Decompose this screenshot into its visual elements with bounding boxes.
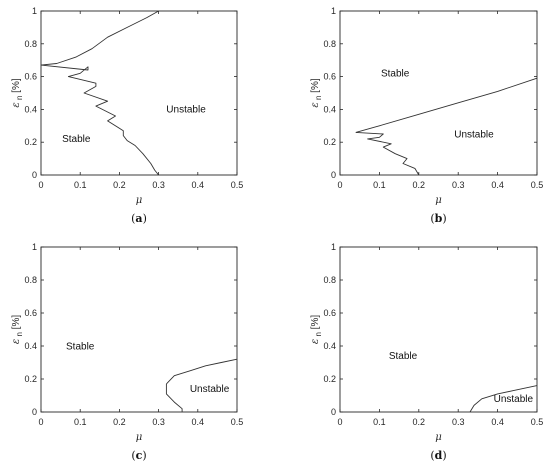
y-tick-label: 0.2 xyxy=(24,137,37,147)
panel-label: (a) xyxy=(131,212,147,225)
y-tick-label: 0 xyxy=(331,170,336,180)
y-tick-label: 1 xyxy=(331,242,336,252)
x-tick-label: 0.5 xyxy=(231,417,244,427)
x-tick-label: 0.3 xyxy=(452,417,465,427)
panel-label: (c) xyxy=(131,449,146,462)
y-tick-label: 0.8 xyxy=(323,39,336,49)
x-tick-label: 0.3 xyxy=(152,417,165,427)
y-tick-label: 0 xyxy=(32,407,37,417)
axes-frame xyxy=(339,246,538,413)
x-tick-label: 0.2 xyxy=(113,180,126,190)
y-axis-label: ε n [%] xyxy=(310,315,323,344)
y-tick-label: 1 xyxy=(32,242,37,252)
subplot-d: 0 0.1 0.2 0.3 0.4 0.5 0 0.2 0.4 0.6 0.8 1 μ ε n [%] St… xyxy=(310,242,543,462)
x-tick-label: 0.2 xyxy=(413,180,426,190)
subplot-a: 0 0.1 0.2 0.3 0.4 0.5 0 0.2 0.4 0.6 0.8 1 μ ε n [%] St… xyxy=(11,6,243,225)
x-tick-label: 0 xyxy=(38,417,43,427)
y-tick-label: 0.2 xyxy=(323,137,336,147)
region-label-stable: Stable xyxy=(381,69,410,80)
x-tick-label: 0 xyxy=(38,180,43,190)
y-tick-label: 0.8 xyxy=(24,275,37,285)
y-tick-label: 0.4 xyxy=(323,104,336,114)
y-tick-label: 0.6 xyxy=(24,308,37,318)
y-axis-label: ε n [%] xyxy=(310,78,323,107)
x-tick-label: 0.4 xyxy=(192,417,205,427)
x-tick-label: 0.4 xyxy=(192,180,205,190)
x-tick-label: 0.1 xyxy=(74,417,87,427)
x-tick-label: 0.1 xyxy=(74,180,87,190)
y-tick-label: 0 xyxy=(32,170,37,180)
panel-label: (b) xyxy=(430,212,446,225)
x-tick-label: 0 xyxy=(337,417,342,427)
y-tick-label: 0.6 xyxy=(24,72,37,82)
y-tick-label: 0.8 xyxy=(24,39,37,49)
y-axis-label: ε n [%] xyxy=(11,78,24,107)
x-tick-label: 0.3 xyxy=(452,180,465,190)
y-tick-label: 0.4 xyxy=(24,341,37,351)
y-tick-label: 0.2 xyxy=(24,374,37,384)
y-axis-label: ε n [%] xyxy=(11,315,24,344)
boundary-curve xyxy=(469,385,538,413)
subplot-c: 0 0.1 0.2 0.3 0.4 0.5 0 0.2 0.4 0.6 0.8 1 μ ε n [%] St… xyxy=(11,242,243,462)
boundary-curve xyxy=(40,10,159,66)
x-axis-label: μ xyxy=(136,195,143,206)
x-tick-label: 0.4 xyxy=(491,180,504,190)
axes-frame xyxy=(339,10,538,176)
y-tick-label: 0.6 xyxy=(323,308,336,318)
x-tick-label: 0.1 xyxy=(373,180,386,190)
subplot-b: 0 0.1 0.2 0.3 0.4 0.5 0 0.2 0.4 0.6 0.8 1 μ ε n [%] St… xyxy=(310,6,543,225)
region-label-unstable: Unstable xyxy=(190,384,230,395)
axes-frame xyxy=(40,246,238,413)
x-tick-label: 0.2 xyxy=(113,417,126,427)
x-axis-label: μ xyxy=(435,432,442,443)
x-tick-label: 0.5 xyxy=(531,180,544,190)
x-axis-label: μ xyxy=(435,195,442,206)
boundary-curve xyxy=(165,383,183,412)
x-axis-label: μ xyxy=(136,432,143,443)
region-label-stable: Stable xyxy=(389,351,418,362)
x-tick-label: 0.4 xyxy=(491,417,504,427)
x-tick-label: 0.5 xyxy=(531,417,544,427)
y-tick-label: 0.2 xyxy=(323,374,336,384)
y-tick-label: 0.8 xyxy=(323,275,336,285)
region-label-unstable: Unstable xyxy=(454,129,494,140)
panel-label: (d) xyxy=(430,449,446,462)
region-label-stable: Stable xyxy=(62,134,91,145)
x-tick-label: 0.2 xyxy=(413,417,426,427)
region-label-stable: Stable xyxy=(66,341,95,352)
boundary-curve xyxy=(166,358,238,385)
boundary-curve xyxy=(40,64,159,176)
region-label-unstable: Unstable xyxy=(166,105,206,116)
y-tick-label: 0.4 xyxy=(24,104,37,114)
region-label-unstable: Unstable xyxy=(494,394,534,405)
y-tick-label: 1 xyxy=(32,6,37,16)
y-tick-label: 0.4 xyxy=(323,341,336,351)
x-tick-label: 0.3 xyxy=(152,180,165,190)
y-tick-label: 0.6 xyxy=(323,72,336,82)
boundary-curve xyxy=(355,131,420,176)
axes-frame xyxy=(40,10,238,176)
x-tick-label: 0.5 xyxy=(231,180,244,190)
boundary-curve xyxy=(355,77,538,133)
x-tick-label: 0.1 xyxy=(373,417,386,427)
x-tick-label: 0 xyxy=(337,180,342,190)
y-tick-label: 0 xyxy=(331,407,336,417)
y-tick-label: 1 xyxy=(331,6,336,16)
